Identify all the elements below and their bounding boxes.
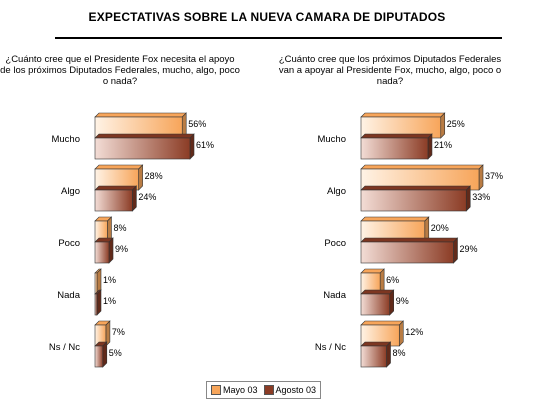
right-category-label: Nada (323, 290, 346, 301)
right-bar-agosto (360, 241, 454, 264)
right-category-label: Ns / Nc (315, 342, 346, 353)
left-bar-side-agosto (108, 237, 114, 264)
right-value-label-agosto: 33% (472, 192, 490, 202)
right-bar-side-mayo (440, 112, 446, 139)
left-bar-side-agosto (132, 185, 137, 212)
right-bar-side-agosto (465, 185, 471, 212)
left-value-label-agosto: 1% (103, 296, 116, 306)
legend-swatch-agosto (263, 385, 274, 395)
left-bar-top-agosto (94, 133, 195, 139)
legend: Mayo 03 Agosto 03 (206, 381, 322, 399)
left-value-label-mayo: 56% (188, 119, 206, 129)
right-category-label: Mucho (317, 134, 346, 145)
right-bar-top-mayo (360, 216, 430, 222)
left-value-label-agosto: 61% (196, 140, 214, 150)
right-category-label: Algo (327, 186, 346, 197)
left-bar-side-agosto (189, 133, 195, 160)
right-category-label: Poco (324, 238, 346, 249)
right-bar-top-mayo (360, 164, 484, 170)
right-bar-agosto (360, 345, 387, 368)
legend-swatch-mayo (211, 385, 221, 395)
right-bar-agosto (360, 137, 429, 160)
right-bar-side-agosto (386, 341, 391, 368)
right-bar-side-mayo (478, 164, 484, 191)
left-value-label-mayo: 1% (103, 275, 116, 285)
right-value-label-agosto: 8% (393, 348, 406, 358)
left-category-label: Algo (61, 186, 80, 197)
left-bar-agosto (94, 293, 98, 316)
right-value-label-agosto: 29% (459, 244, 477, 254)
right-value-label-agosto: 21% (434, 140, 452, 150)
chart-title: EXPECTATIVAS SOBRE LA NUEVA CAMARA DE DI… (88, 10, 446, 24)
left-bar-top-agosto (94, 185, 138, 191)
left-bar-side-agosto (96, 289, 102, 316)
right-bar-agosto (360, 293, 391, 316)
right-bar-top-mayo (360, 112, 446, 118)
right-bar-side-mayo (398, 320, 404, 347)
right-bar-top-agosto (360, 289, 395, 295)
right-value-label-mayo: 12% (405, 327, 423, 337)
left-bar-agosto (94, 189, 133, 212)
legend-item-mayo: Mayo 03 (211, 385, 258, 395)
left-category-label: Ns / Nc (49, 342, 80, 353)
left-category-label: Poco (58, 238, 80, 249)
legend-label-agosto: Agosto 03 (275, 385, 317, 395)
left-bar-mayo (94, 272, 98, 295)
right-bar-side-agosto (389, 289, 395, 316)
left-chart-question: ¿Cuánto cree que el Presidente Fox neces… (0, 54, 240, 87)
right-bar-side-agosto (453, 237, 458, 264)
left-value-label-agosto: 24% (138, 192, 156, 202)
right-chart-question: ¿Cuánto cree que los próximos Diputados … (278, 54, 502, 87)
right-bar-agosto (360, 189, 467, 212)
right-value-label-agosto: 9% (396, 296, 409, 306)
left-bar-agosto (94, 241, 110, 264)
right-bar-top-agosto (360, 185, 471, 191)
left-bar-side-mayo (138, 164, 143, 191)
right-bar-top-agosto (360, 341, 392, 347)
left-bar-agosto (94, 345, 104, 368)
right-value-label-mayo: 6% (386, 275, 399, 285)
left-value-label-mayo: 7% (112, 327, 125, 337)
right-bar-top-agosto (360, 133, 433, 139)
right-value-label-mayo: 20% (431, 223, 449, 233)
left-bar-top-mayo (94, 112, 187, 118)
left-bar-agosto (94, 137, 191, 160)
right-value-label-mayo: 25% (447, 119, 465, 129)
right-bar-top-mayo (360, 320, 404, 326)
right-value-label-mayo: 37% (485, 171, 503, 181)
left-bar-side-agosto (102, 341, 108, 368)
left-category-label: Nada (57, 290, 80, 301)
right-bar-side-agosto (427, 133, 433, 160)
left-value-label-agosto: 9% (115, 244, 128, 254)
left-value-label-mayo: 8% (113, 223, 126, 233)
legend-item-agosto: Agosto 03 (263, 385, 317, 395)
left-value-label-agosto: 5% (109, 348, 122, 358)
title-underline (55, 37, 502, 39)
left-value-label-mayo: 28% (145, 171, 163, 181)
left-bar-top-mayo (94, 164, 144, 170)
left-category-label: Mucho (51, 134, 80, 145)
charts-canvas: Mucho 56% 61% Algo 28% 24% Poco 8% 9% Nada 1% 1% Ns … (49, 112, 503, 368)
right-bar-top-agosto (360, 237, 459, 243)
legend-label-mayo: Mayo 03 (223, 385, 258, 395)
